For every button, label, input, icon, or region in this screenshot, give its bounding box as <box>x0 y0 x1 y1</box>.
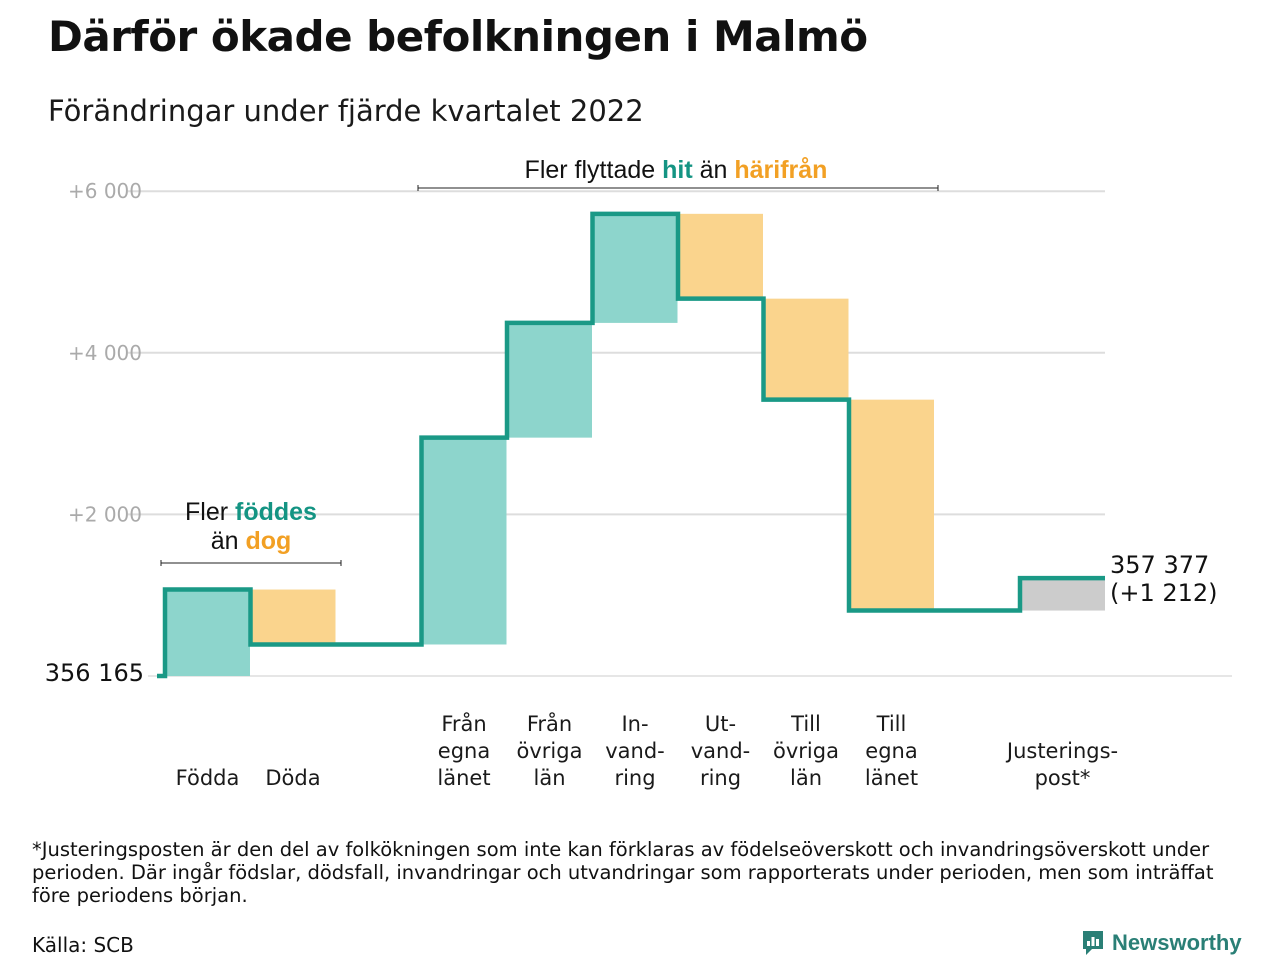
category-label: Döda <box>265 766 320 790</box>
y-tick-label: +4 000 <box>68 341 142 365</box>
category-label: Från <box>441 711 486 736</box>
bar-decrease <box>849 399 934 611</box>
category-label: post* <box>1035 766 1091 790</box>
bar-increase <box>592 213 678 323</box>
y-tick-label: +2 000 <box>68 502 142 526</box>
svg-text:Fler flyttade hit än härifrån: Fler flyttade hit än härifrån <box>525 156 828 184</box>
category-label: ring <box>614 766 655 790</box>
bar-decrease <box>763 298 849 400</box>
end-change-label: (+1 212) <box>1110 579 1218 607</box>
category-label: län <box>533 766 565 790</box>
deaths-annotation-text: än <box>211 527 246 555</box>
migration-annotation-away: härifrån <box>734 156 827 184</box>
migration-annotation-hit: hit <box>662 156 693 184</box>
baseline-value-label: 356 165 <box>45 659 144 687</box>
category-label: Till <box>790 712 821 736</box>
category-label: länet <box>865 766 918 790</box>
bar-decrease <box>678 213 763 299</box>
brand-name: Newsworthy <box>1112 930 1242 955</box>
category-label: länet <box>437 766 490 790</box>
migration-annotation-mid: än <box>693 156 735 184</box>
y-axis-ticks: +2 000 +4 000 +6 000 <box>68 179 142 526</box>
category-label: övriga <box>517 739 583 763</box>
newsworthy-logo-icon <box>1083 931 1103 955</box>
category-label: Ut- <box>705 712 736 736</box>
births-annotation: Fler föddes än dog <box>160 498 342 566</box>
svg-text:Fler föddes: Fler föddes <box>185 498 317 526</box>
bar-increase <box>507 322 592 438</box>
waterfall-chart: +2 000+4 000+6 000 Födda DödaFrånegnaläne… <box>45 156 1232 790</box>
category-label: Från <box>527 711 572 736</box>
brand-logo: Newsworthy <box>1080 928 1242 958</box>
bar-increase <box>165 589 250 676</box>
bar-increase <box>421 437 507 645</box>
category-label: ring <box>700 766 741 790</box>
chart-title: Därför ökade befolkningen i Malmö <box>48 12 868 61</box>
category-label: Justerings- <box>1005 739 1118 763</box>
category-label: län <box>790 766 822 790</box>
births-annotation-highlight: föddes <box>235 498 317 526</box>
deaths-annotation-highlight: dog <box>245 527 291 555</box>
source-label: Källa: SCB <box>32 933 134 957</box>
cumulative-step-line <box>157 211 1105 679</box>
category-label: egna <box>865 739 917 763</box>
births-annotation-text: Fler <box>185 498 235 526</box>
category-label: vand- <box>691 739 751 763</box>
migration-annotation: Fler flyttade hit än härifrån <box>417 156 939 191</box>
end-value-label: 357 377 <box>1110 551 1209 579</box>
category-labels: Födda Döda Från egna länet Från övriga län In-va… <box>176 711 1118 790</box>
bar-decrease <box>250 589 336 645</box>
bars <box>165 213 1105 676</box>
y-tick-label: +6 000 <box>68 179 142 203</box>
footnote: *Justeringsposten är den del av folkökni… <box>32 838 1214 907</box>
gridlines <box>128 190 1232 677</box>
chart-subtitle: Förändringar under fjärde kvartalet 2022 <box>48 94 644 128</box>
migration-annotation-bracket <box>417 185 939 191</box>
births-annotation-bracket <box>160 560 342 566</box>
category-label: Till <box>876 712 907 736</box>
category-label: In- <box>621 712 648 736</box>
bar-adjustment <box>1020 578 1105 611</box>
migration-annotation-text: Fler flyttade <box>525 156 663 184</box>
category-label: Födda <box>176 766 240 790</box>
svg-text:än dog: än dog <box>211 527 292 555</box>
category-label: övriga <box>773 739 839 763</box>
category-label: egna <box>438 739 490 763</box>
category-label: vand- <box>605 739 665 763</box>
